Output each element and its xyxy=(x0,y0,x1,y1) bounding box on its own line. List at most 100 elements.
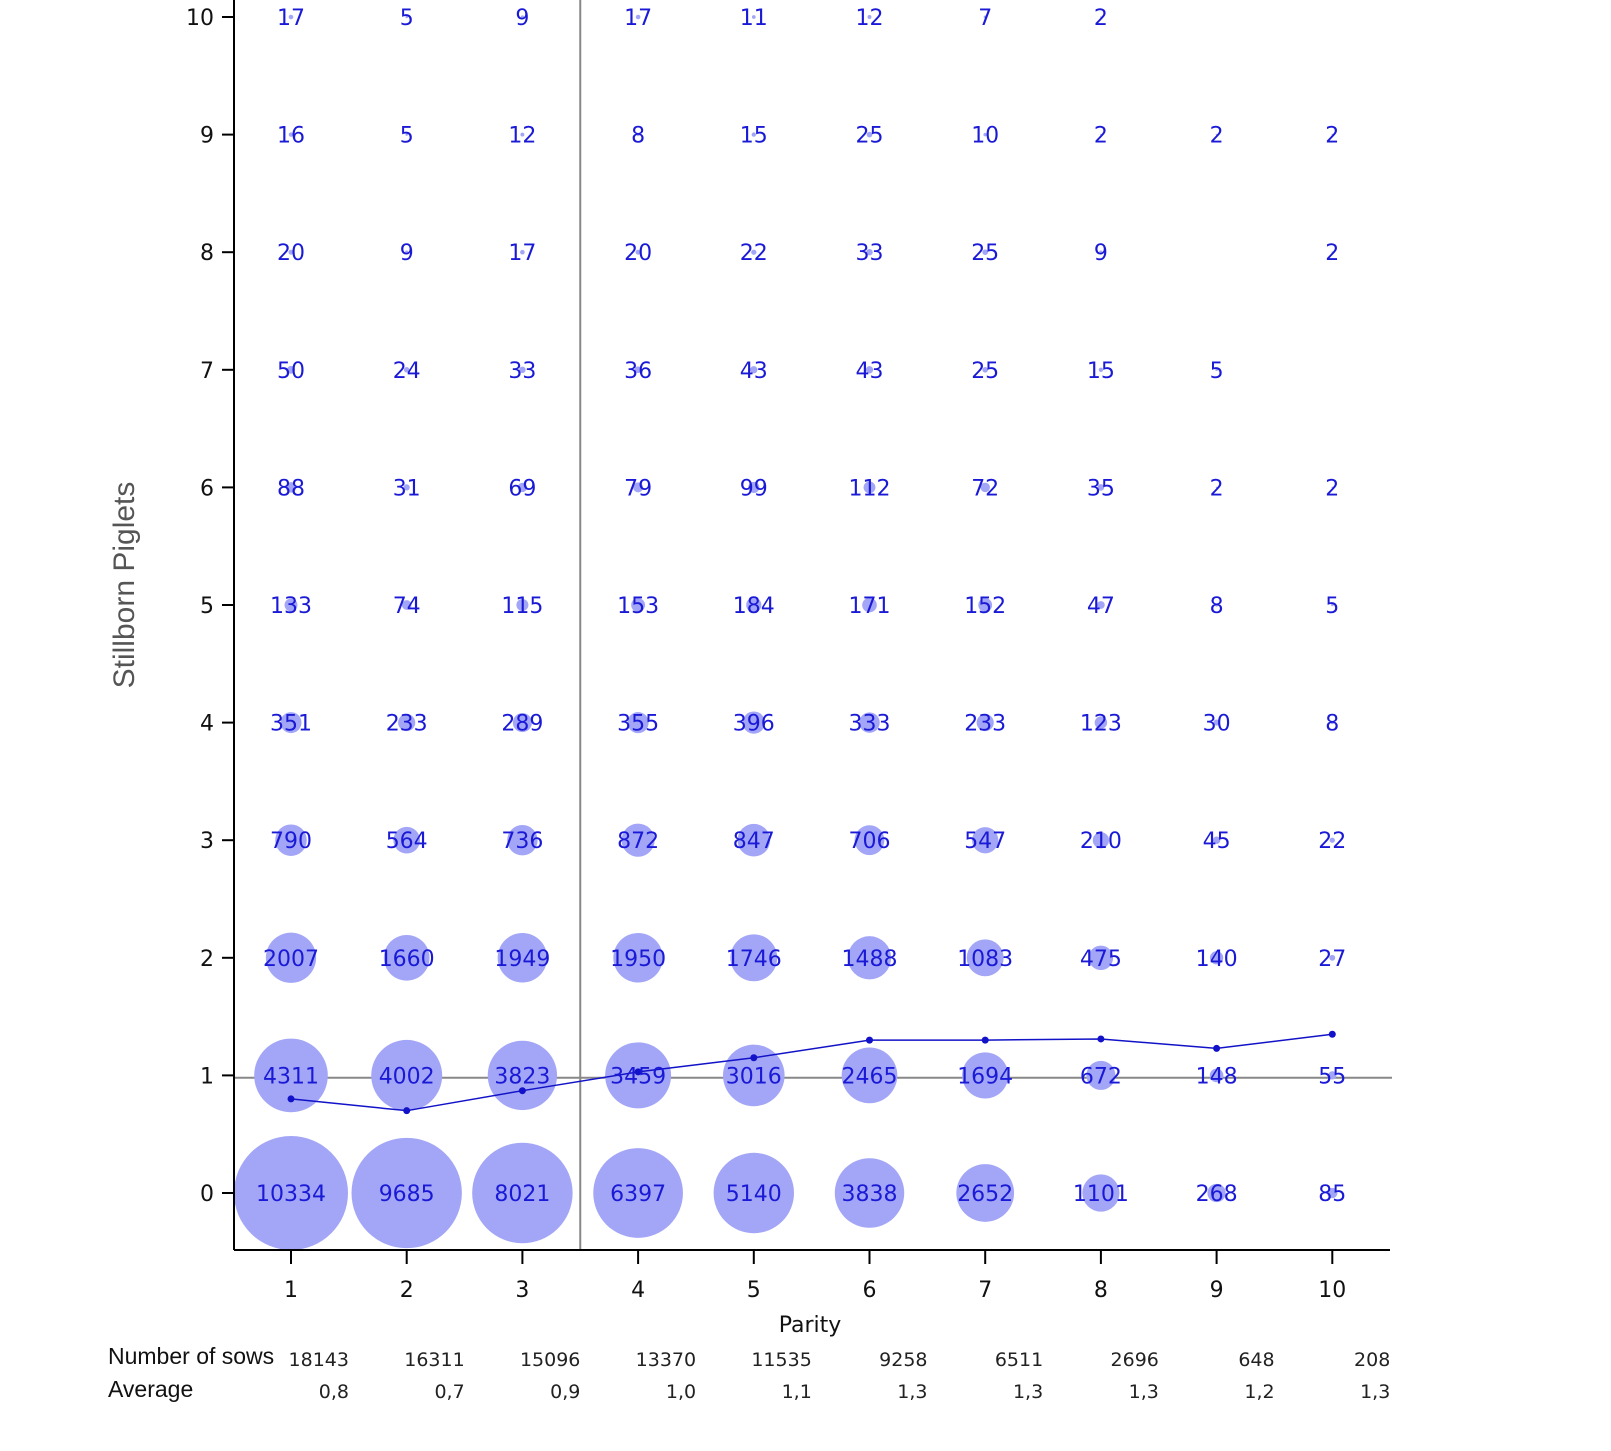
count-label: 355 xyxy=(617,712,659,737)
count-label: 27 xyxy=(1318,947,1346,972)
bubble xyxy=(1331,486,1334,489)
count-label: 847 xyxy=(733,829,775,854)
count-label: 17 xyxy=(277,6,305,31)
count-label: 35 xyxy=(1087,476,1115,501)
bubble xyxy=(866,248,873,256)
count-label: 2 xyxy=(1210,476,1224,501)
count-label: 33 xyxy=(508,359,536,384)
bubble xyxy=(517,482,528,493)
count-label: 12 xyxy=(856,6,884,31)
bubble xyxy=(516,598,529,612)
bubble xyxy=(1331,603,1334,607)
count-label: 2 xyxy=(1325,124,1339,149)
count-label: 72 xyxy=(971,476,999,501)
count-label: 3823 xyxy=(494,1064,550,1089)
count-label: 25 xyxy=(971,359,999,384)
count-label: 22 xyxy=(1318,829,1346,854)
count-label: 351 xyxy=(270,712,312,737)
count-label: 25 xyxy=(856,124,884,149)
count-label: 790 xyxy=(270,829,312,854)
count-label: 1660 xyxy=(379,947,435,972)
count-label: 3459 xyxy=(610,1064,666,1089)
average-point xyxy=(634,1068,642,1076)
bubble xyxy=(867,15,872,19)
x-tick-label: 6 xyxy=(863,1278,877,1303)
average-point xyxy=(866,1036,873,1044)
count-label: 153 xyxy=(617,594,659,619)
y-tick-label: 1 xyxy=(200,1064,214,1089)
count-label: 85 xyxy=(1318,1182,1346,1207)
average-point xyxy=(403,1107,411,1115)
y-tick-label: 0 xyxy=(200,1182,214,1207)
bubble xyxy=(742,711,765,734)
x-tick-label: 10 xyxy=(1318,1278,1346,1303)
bubble xyxy=(1215,603,1219,607)
count-label: 1746 xyxy=(726,947,782,972)
bubble xyxy=(631,598,646,612)
bubble xyxy=(1097,484,1105,491)
count-label: 69 xyxy=(508,476,536,501)
bubble xyxy=(605,1042,672,1109)
count-label: 706 xyxy=(849,829,891,854)
count-label: 22 xyxy=(740,241,768,266)
count-label: 233 xyxy=(386,712,428,737)
y-axis-ticks: 0 1 2 3 4 5 6 7 8 9 10 xyxy=(186,6,234,1207)
bubble xyxy=(966,939,1004,977)
count-label: 1949 xyxy=(494,947,550,972)
x-tick-label: 5 xyxy=(747,1278,761,1303)
bubble xyxy=(1097,601,1105,609)
y-tick-label: 3 xyxy=(200,829,214,854)
bubble xyxy=(1092,832,1110,849)
count-label: 24 xyxy=(393,359,421,384)
count-label: 12 xyxy=(508,124,536,149)
bubble xyxy=(403,367,410,373)
bubble xyxy=(1331,251,1334,253)
bubble xyxy=(1088,945,1114,971)
count-label: 7 xyxy=(978,6,992,31)
bubble xyxy=(978,598,993,612)
count-label: 99 xyxy=(740,476,768,501)
count-label: 133 xyxy=(270,594,312,619)
bubble xyxy=(1215,486,1218,489)
bubble xyxy=(634,366,642,374)
bubble xyxy=(976,714,994,732)
bubble xyxy=(405,133,408,136)
bubble xyxy=(593,1148,683,1238)
count-label: 2 xyxy=(1094,124,1108,149)
count-label: 11 xyxy=(740,6,768,31)
bubble xyxy=(1100,133,1102,136)
bubble xyxy=(487,1040,558,1111)
average-point xyxy=(287,1095,295,1103)
bubble xyxy=(983,132,987,137)
bubble xyxy=(398,714,416,732)
bubble xyxy=(520,249,525,255)
count-label: 8 xyxy=(631,124,645,149)
bubble xyxy=(383,934,430,981)
count-label: 2465 xyxy=(842,1064,898,1089)
count-label: 3016 xyxy=(726,1064,782,1089)
count-label: 20 xyxy=(277,241,305,266)
average-value: 1,3 xyxy=(1129,1381,1159,1403)
bubble xyxy=(519,366,526,374)
bubble xyxy=(403,484,410,491)
number-of-sows-value: 18143 xyxy=(289,1349,349,1371)
bubble xyxy=(972,827,999,854)
y-tick-label: 7 xyxy=(200,359,214,384)
bubble xyxy=(405,250,409,254)
count-label: 123 xyxy=(1080,712,1122,737)
count-label: 268 xyxy=(1196,1182,1238,1207)
bubble xyxy=(401,600,412,610)
count-label: 74 xyxy=(393,594,421,619)
average-point xyxy=(1213,1044,1221,1052)
count-label: 1488 xyxy=(842,947,898,972)
bubble xyxy=(751,132,756,137)
average-point xyxy=(981,1036,989,1044)
x-tick-label: 3 xyxy=(515,1278,529,1303)
bubble xyxy=(1330,721,1334,725)
count-label: 5 xyxy=(400,124,414,149)
bubble xyxy=(834,1158,905,1228)
count-label: 672 xyxy=(1080,1064,1122,1089)
bubble xyxy=(746,597,762,613)
bubble xyxy=(636,133,640,137)
count-label: 15 xyxy=(740,124,768,149)
